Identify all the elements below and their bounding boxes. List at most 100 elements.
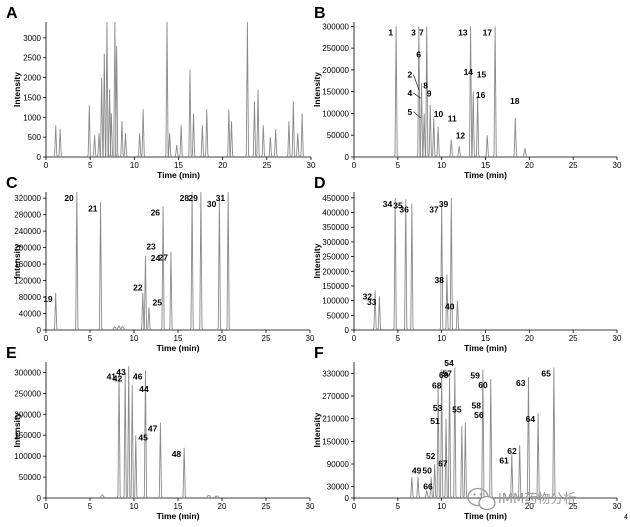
y-tick-label: 3000 bbox=[23, 34, 41, 43]
y-tick-label: 270000 bbox=[322, 392, 349, 401]
peak-label: 60 bbox=[478, 380, 488, 390]
y-tick-label: 1500 bbox=[23, 93, 41, 102]
y-tick-label: 400000 bbox=[322, 209, 349, 218]
peak-label: 36 bbox=[399, 205, 409, 215]
peak-label: 4 bbox=[407, 88, 412, 98]
peak-label: 2 bbox=[407, 70, 412, 80]
x-tick-label: 10 bbox=[437, 334, 446, 343]
chromatogram-peak bbox=[122, 133, 129, 158]
chromatogram-peak bbox=[146, 307, 152, 331]
peak-label: 24 bbox=[151, 253, 161, 263]
axis-lines bbox=[353, 22, 617, 158]
chart-panel-d: D 0 5 10 15 20 25 30 0 50000 100000 150000 200000 250… bbox=[312, 175, 622, 353]
x-tick-label: 10 bbox=[437, 502, 446, 511]
x-tick-label: 5 bbox=[396, 502, 401, 511]
x-tick-label: 25 bbox=[569, 334, 578, 343]
peak-label: 21 bbox=[88, 203, 98, 213]
chromatogram-peak bbox=[206, 494, 212, 499]
chromatogram-peak bbox=[133, 435, 139, 499]
y-tick-label: 250000 bbox=[14, 389, 41, 398]
x-tick-label: 15 bbox=[481, 334, 490, 343]
peak-label: 17 bbox=[483, 27, 493, 37]
chromatogram-peak bbox=[91, 135, 98, 158]
peak-label: 53 bbox=[433, 403, 443, 413]
chromatogram-peak bbox=[225, 191, 231, 331]
y-tick-label: 120000 bbox=[14, 277, 41, 286]
chromatogram-peak bbox=[393, 26, 399, 158]
peak-label: 48 bbox=[172, 449, 182, 459]
chromatogram-peak bbox=[512, 117, 518, 158]
chromatogram-peak bbox=[409, 477, 415, 499]
chart-panel-a: A 0 5 10 15 20 25 30 0 500 1000 1500 2000 2500 3000 Tim… bbox=[6, 5, 316, 180]
peak-label: 32 bbox=[363, 291, 373, 301]
chromatogram-peak bbox=[372, 290, 378, 331]
peak-label: 44 bbox=[139, 384, 149, 394]
chromatogram-peak bbox=[424, 26, 430, 158]
panel-letter: A bbox=[6, 5, 18, 22]
y-tick-label: 250000 bbox=[322, 253, 349, 262]
wechat-icon bbox=[467, 487, 496, 511]
chromatogram-peak bbox=[204, 109, 210, 158]
peak-label: 47 bbox=[148, 424, 158, 434]
y-tick-label: 500 bbox=[28, 133, 42, 142]
x-tick-label: 20 bbox=[218, 161, 227, 170]
x-tick-label: 25 bbox=[262, 502, 271, 511]
peak-label: 10 bbox=[434, 109, 444, 119]
peak-label: 16 bbox=[476, 90, 486, 100]
y-tick-label: 0 bbox=[37, 326, 42, 335]
y-axis-title: Intensity bbox=[12, 243, 22, 278]
y-axis-title: Intensity bbox=[12, 412, 22, 447]
chromatogram-peak bbox=[492, 26, 498, 158]
x-tick-label: 20 bbox=[218, 334, 227, 343]
page-corner-mark: 4 bbox=[624, 514, 628, 521]
peak-label: 23 bbox=[146, 241, 156, 251]
peak-label: 58 bbox=[471, 400, 481, 410]
x-axis-title: Time (min) bbox=[157, 511, 200, 521]
peak-label: 35 bbox=[393, 200, 403, 210]
chromatogram-peak bbox=[129, 385, 135, 499]
chromatogram-peak bbox=[424, 490, 430, 499]
chromatogram-peak bbox=[53, 125, 59, 158]
chromatogram-peak bbox=[454, 300, 461, 331]
x-tick-label: 10 bbox=[437, 161, 446, 170]
chromatogram-peak bbox=[448, 197, 454, 331]
chromatogram-peak bbox=[415, 477, 421, 499]
axis-lines bbox=[353, 192, 617, 331]
chromatogram-peak bbox=[86, 105, 92, 158]
peak-label: 15 bbox=[477, 69, 487, 79]
x-tick-label: 30 bbox=[306, 502, 315, 511]
peak-label: 20 bbox=[64, 193, 74, 203]
chromatogram-peak bbox=[428, 477, 434, 499]
chromatogram-peak bbox=[187, 69, 193, 158]
chromatogram-peak bbox=[448, 139, 454, 158]
x-tick-label: 30 bbox=[613, 161, 622, 170]
chromatogram-peak bbox=[452, 367, 458, 499]
x-tick-label: 0 bbox=[44, 161, 49, 170]
peak-label: 64 bbox=[526, 414, 536, 424]
y-tick-label: 300000 bbox=[322, 22, 349, 31]
peak-label: 31 bbox=[216, 193, 226, 203]
y-tick-label: 200000 bbox=[322, 66, 349, 75]
x-axis-title: Time (min) bbox=[157, 170, 200, 180]
chromatogram-peak bbox=[142, 370, 149, 499]
x-tick-label: 0 bbox=[44, 502, 49, 511]
chromatogram-peak bbox=[190, 113, 197, 158]
peak-label: 49 bbox=[412, 465, 422, 475]
chromatogram-peak bbox=[525, 377, 532, 499]
chromatogram-peak bbox=[112, 21, 118, 158]
axis-lines bbox=[45, 22, 311, 158]
x-tick-label: 30 bbox=[613, 334, 622, 343]
y-tick-label: 50000 bbox=[327, 311, 350, 320]
x-tick-label: 20 bbox=[525, 161, 534, 170]
chromatogram-peak bbox=[475, 96, 481, 158]
peak-leader-line bbox=[413, 92, 421, 99]
peak-label: 9 bbox=[427, 88, 432, 98]
y-tick-label: 150000 bbox=[322, 437, 349, 446]
peak-label: 28 bbox=[180, 193, 190, 203]
x-tick-label: 15 bbox=[481, 161, 490, 170]
chromatogram-peak bbox=[199, 125, 205, 158]
chromatogram-peak bbox=[189, 191, 195, 331]
y-tick-label: 80000 bbox=[19, 293, 42, 302]
x-tick-label: 0 bbox=[352, 161, 357, 170]
chromatogram-peak bbox=[122, 372, 128, 499]
